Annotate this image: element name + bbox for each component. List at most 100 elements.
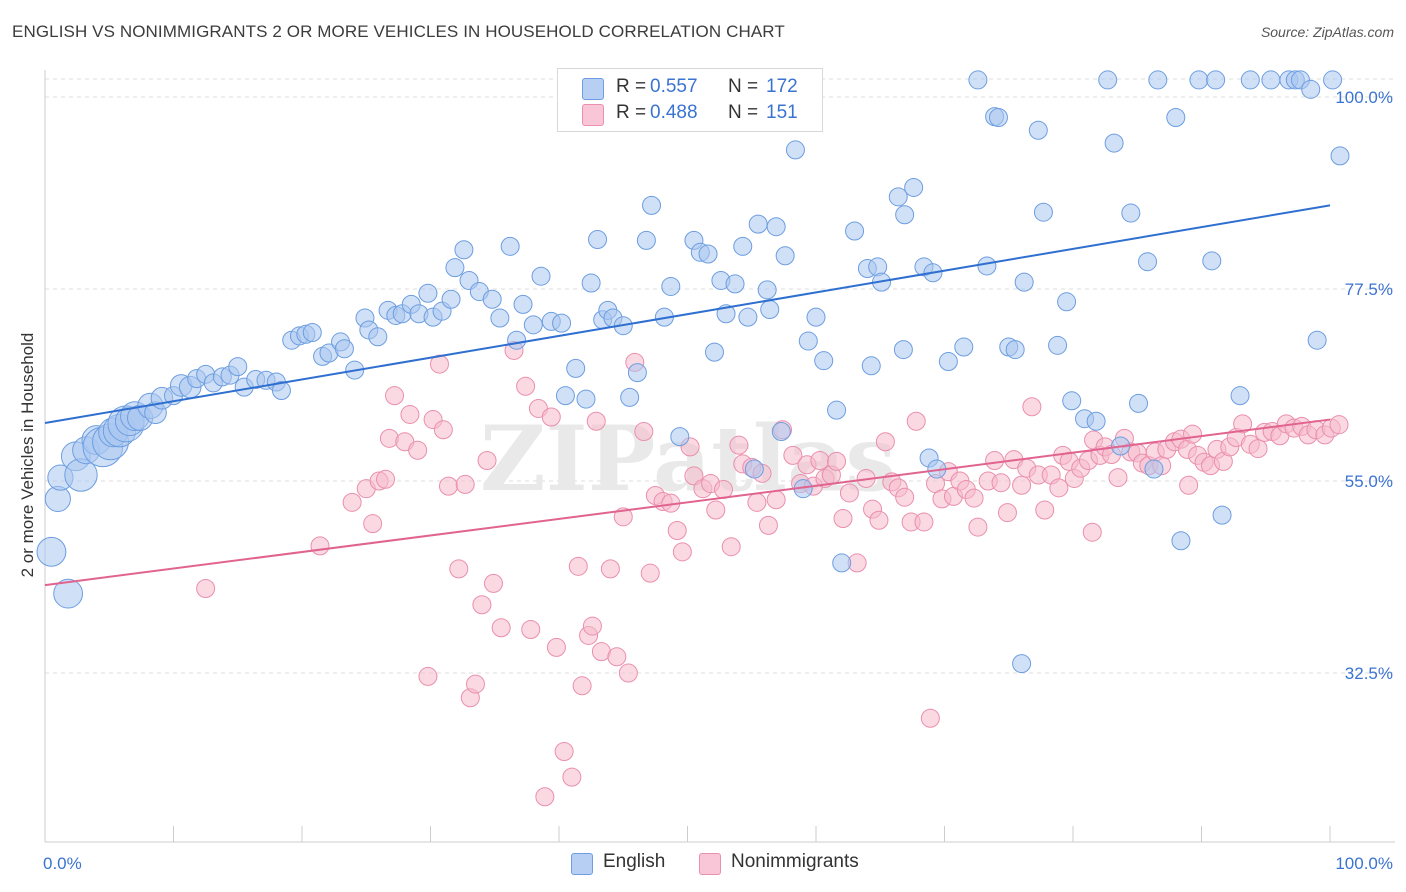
english-point [1086,411,1106,431]
english-point [507,330,527,350]
english-point [1005,340,1025,360]
english-point [228,357,248,377]
english-point [1014,272,1034,292]
nonimmigrants-point [1049,478,1069,498]
nonimmigrants-point [535,787,555,807]
nonimmigrants-trend-line [44,418,1331,587]
nonimmigrants-point [554,742,574,762]
nonimmigrants-point [667,520,687,540]
nonimmigrants-point [568,556,588,576]
english-point [977,256,997,276]
english-point [698,244,718,264]
english-point [738,307,758,327]
english-point [441,289,461,309]
english-r-value: 0.557 [650,76,698,97]
english-point [670,427,690,447]
nonimmigrants-point [418,666,438,686]
nonimmigrants-point [582,616,602,636]
nonimmigrants-point [400,404,420,424]
nonimmigrants-n-value: 151 [766,102,798,123]
english-point [1230,386,1250,406]
english-point [832,553,852,573]
nonimmigrants-point [672,542,692,562]
english-point [1148,70,1168,90]
nonimmigrants-point [985,451,1005,471]
english-point [904,177,924,197]
english-point [1307,330,1327,350]
english-point [704,342,724,362]
nonimmigrants-point [385,386,405,406]
english-point [627,363,647,383]
english-trend-line [44,204,1331,424]
nonimmigrants-point [875,432,895,452]
trend-lines [44,204,1331,587]
nonimmigrants-legend-swatch [699,853,721,875]
x-tick-label-max: 100.0% [1335,854,1393,873]
english-point [576,389,596,409]
nonimmigrants-point [433,420,453,440]
nonimmigrants-point [914,512,934,532]
nonimmigrants-r-value: 0.488 [650,102,698,123]
nonimmigrants-point [449,559,469,579]
nonimmigrants-point [721,537,741,557]
english-point [1033,202,1053,222]
english-point [1212,505,1232,525]
nonimmigrants-point [783,445,803,465]
english-point [766,217,786,237]
english-point [418,283,438,303]
english-point [806,307,826,327]
english-point [1098,70,1118,90]
english-r-label: R = [616,76,647,97]
nonimmigrants-point [572,676,592,696]
nonimmigrants-n-label: N = [728,102,759,123]
chart-title: ENGLISH VS NONIMMIGRANTS 2 OR MORE VEHIC… [12,22,785,41]
y-tick-label: 32.5% [1345,664,1393,683]
english-point [988,107,1008,127]
nonimmigrants-point [964,488,984,508]
nonimmigrants-point [1179,475,1199,495]
english-point [271,381,291,401]
nonimmigrants-point [810,451,830,471]
english-point [760,299,780,319]
english-point [1240,70,1260,90]
nonimmigrants-point [438,476,458,496]
nonimmigrants-point [1012,475,1032,495]
english-point [636,230,656,250]
english-legend-label: English [603,851,666,872]
nonimmigrants-point [586,411,606,431]
nonimmigrants-point [895,487,915,507]
english-point [725,274,745,294]
nonimmigrants-point [1233,414,1253,434]
nonimmigrants-point [766,490,786,510]
nonimmigrants-point [839,483,859,503]
nonimmigrants-point [491,618,511,638]
english-point [1261,70,1281,90]
nonimmigrants-point [477,451,497,471]
nonimmigrants-point [600,559,620,579]
english-point [1202,251,1222,271]
english-point [1028,120,1048,140]
nonimmigrants-point [196,579,216,599]
nonimmigrants-point [363,514,383,534]
axes [44,70,1395,843]
english-point [733,236,753,256]
english-point [1323,70,1343,90]
english-point [1057,292,1077,312]
nonimmigrants-point [968,517,988,537]
english-point [445,258,465,278]
nonimmigrants-point [379,428,399,448]
nonimmigrants-point [1082,522,1102,542]
nonimmigrants-point [429,354,449,374]
english-legend-swatch [571,853,593,875]
english-point [1330,146,1350,166]
english-point [1206,70,1226,90]
nonimmigrants-point [618,663,638,683]
english-point [954,337,974,357]
english-point [775,246,795,266]
english-point [581,273,601,293]
nonimmigrants-point [991,473,1011,493]
english-point [490,308,510,328]
nonimmigrants-point [1022,397,1042,417]
english-point [620,387,640,407]
english-point [552,313,572,333]
